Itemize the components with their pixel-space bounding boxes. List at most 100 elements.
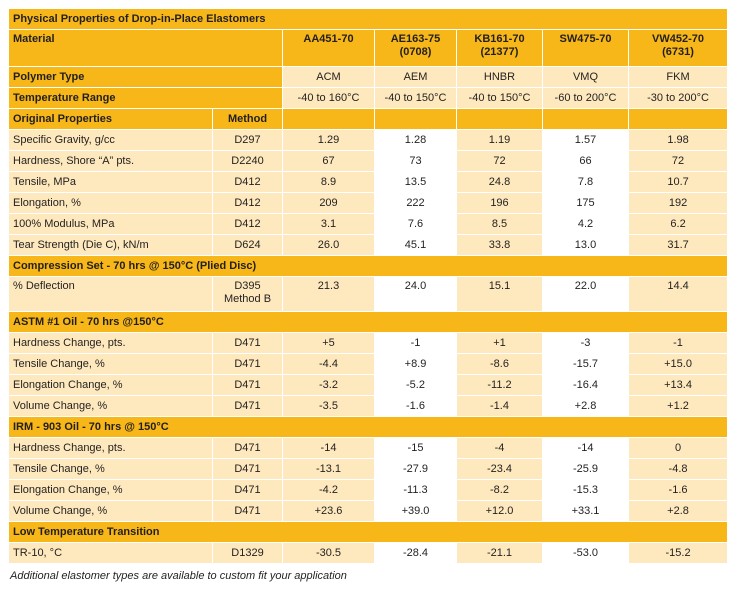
- property-value: 22.0: [542, 276, 629, 312]
- table-row: Hardness Change, pts. D471 +5 -1 +1 -3 -1: [8, 332, 729, 354]
- property-value: 175: [542, 192, 629, 214]
- property-label: Hardness, Shore “A” pts.: [8, 150, 213, 172]
- property-value: -3.2: [282, 374, 375, 396]
- property-value: 1.19: [456, 129, 543, 151]
- test-method: D2240: [212, 150, 283, 172]
- property-value: +5: [282, 332, 375, 354]
- table-row: 100% Modulus, MPa D412 3.1 7.6 8.5 4.2 6.2: [8, 213, 729, 235]
- property-label: Volume Change, %: [8, 395, 213, 417]
- table-row: Tensile Change, % D471 -4.4 +8.9 -8.6 -15.7 +1…: [8, 353, 729, 375]
- property-value: -1: [374, 332, 457, 354]
- property-value: 24.8: [456, 171, 543, 193]
- table-row: Elongation, % D412 209 222 196 175 192: [8, 192, 729, 214]
- property-label: Tear Strength (Die C), kN/m: [8, 234, 213, 256]
- property-label: Volume Change, %: [8, 500, 213, 522]
- property-label: Elongation, %: [8, 192, 213, 214]
- table-row: Elongation Change, % D471 -4.2 -11.3 -8.2 -15…: [8, 479, 729, 501]
- property-value: 10.7: [627, 171, 729, 193]
- test-method: D471: [212, 458, 283, 480]
- property-value: +39.0: [374, 500, 457, 522]
- section-header-row: IRM - 903 Oil - 70 hrs @ 150°C: [7, 416, 729, 438]
- property-value: 1.28: [374, 129, 457, 151]
- temperature-range: -30 to 200°C: [627, 87, 729, 109]
- table-row: Tensile Change, % D471 -13.1 -27.9 -23.4 -25.…: [8, 458, 729, 480]
- section-header-row: Low Temperature Transition: [7, 521, 729, 543]
- property-value: -13.1: [282, 458, 375, 480]
- material-code: VW452-70 (6731): [627, 29, 729, 67]
- property-value: -4.2: [282, 479, 375, 501]
- test-method: D1329: [212, 542, 283, 564]
- polymer-type-row: Polymer Type ACM AEM HNBR VMQ FKM: [8, 66, 729, 88]
- property-value: 192: [627, 192, 729, 214]
- property-value: +1: [456, 332, 543, 354]
- test-method: D471: [212, 332, 283, 354]
- material-code: AE163-75 (0708): [374, 29, 457, 67]
- polymer-type-label: Polymer Type: [8, 66, 283, 88]
- property-label: Elongation Change, %: [8, 374, 213, 396]
- property-label: % Deflection: [8, 276, 213, 312]
- section-title: Compression Set - 70 hrs @ 150°C (Plied …: [7, 255, 729, 277]
- table-row: TR-10, °C D1329 -30.5 -28.4 -21.1 -53.0 -15.2: [8, 542, 729, 564]
- property-value: 1.29: [282, 129, 375, 151]
- property-value: 21.3: [282, 276, 375, 312]
- property-value: 72: [627, 150, 729, 172]
- property-value: 4.2: [542, 213, 629, 235]
- property-value: 3.1: [282, 213, 375, 235]
- property-value: 24.0: [374, 276, 457, 312]
- temperature-range: -60 to 200°C: [542, 87, 629, 109]
- property-value: 0: [627, 437, 729, 459]
- test-method: D412: [212, 171, 283, 193]
- property-value: +8.9: [374, 353, 457, 375]
- property-value: 8.9: [282, 171, 375, 193]
- property-value: 196: [456, 192, 543, 214]
- temperature-range-label: Temperature Range: [8, 87, 283, 109]
- property-value: -4.8: [627, 458, 729, 480]
- property-value: 14.4: [627, 276, 729, 312]
- property-label: Tensile, MPa: [8, 171, 213, 193]
- test-method: D412: [212, 192, 283, 214]
- property-value: 15.1: [456, 276, 543, 312]
- property-value: 33.8: [456, 234, 543, 256]
- section-title: Low Temperature Transition: [7, 521, 729, 543]
- material-code: KB161-70 (21377): [456, 29, 543, 67]
- property-value: +2.8: [627, 500, 729, 522]
- property-value: -11.3: [374, 479, 457, 501]
- footnote: Additional elastomer types are available…: [10, 570, 347, 582]
- property-value: -21.1: [456, 542, 543, 564]
- material-code: SW475-70: [542, 29, 629, 67]
- temperature-range-row: Temperature Range -40 to 160°C -40 to 15…: [8, 87, 729, 109]
- property-label: 100% Modulus, MPa: [8, 213, 213, 235]
- property-value: +12.0: [456, 500, 543, 522]
- property-value: -23.4: [456, 458, 543, 480]
- property-value: -4: [456, 437, 543, 459]
- property-value: -25.9: [542, 458, 629, 480]
- property-value: -3: [542, 332, 629, 354]
- table-title: Physical Properties of Drop-in-Place Ela…: [7, 8, 729, 30]
- property-value: 222: [374, 192, 457, 214]
- property-value: -27.9: [374, 458, 457, 480]
- property-value: +33.1: [542, 500, 629, 522]
- property-label: TR-10, °C: [8, 542, 213, 564]
- table-row: % Deflection D395 Method B 21.3 24.0 15.1 22.0…: [8, 276, 729, 312]
- table-row: Elongation Change, % D471 -3.2 -5.2 -11.2 -16…: [8, 374, 729, 396]
- property-label: Elongation Change, %: [8, 479, 213, 501]
- property-label: Hardness Change, pts.: [8, 332, 213, 354]
- test-method: D471: [212, 353, 283, 375]
- test-method: D395 Method B: [212, 276, 283, 312]
- property-label: Specific Gravity, g/cc: [8, 129, 213, 151]
- test-method: D297: [212, 129, 283, 151]
- test-method: D471: [212, 479, 283, 501]
- polymer-type: AEM: [374, 66, 457, 88]
- property-value: 1.57: [542, 129, 629, 151]
- property-value: 7.6: [374, 213, 457, 235]
- property-value: +15.0: [627, 353, 729, 375]
- property-value: -14: [542, 437, 629, 459]
- property-value: -1.6: [627, 479, 729, 501]
- polymer-type: HNBR: [456, 66, 543, 88]
- property-value: 209: [282, 192, 375, 214]
- property-value: +13.4: [627, 374, 729, 396]
- polymer-type: FKM: [627, 66, 729, 88]
- table-row: Tensile, MPa D412 8.9 13.5 24.8 7.8 10.7: [8, 171, 729, 193]
- table-row: Hardness, Shore “A” pts. D2240 67 73 72 66 72: [8, 150, 729, 172]
